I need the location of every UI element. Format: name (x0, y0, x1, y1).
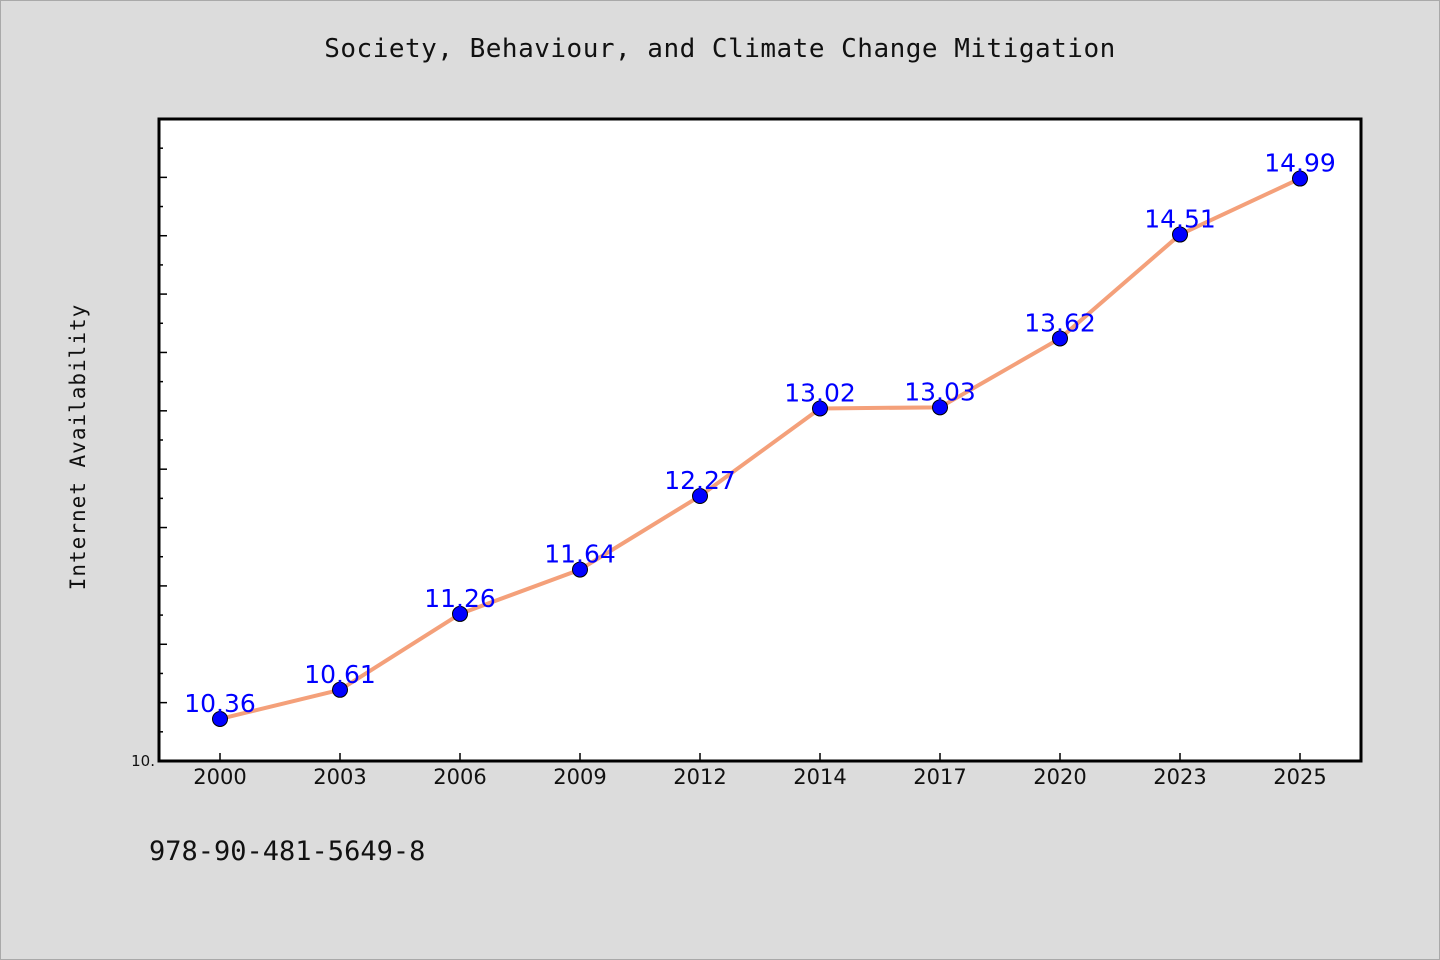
data-label: 13.62 (1024, 308, 1096, 337)
data-label: 13.03 (904, 377, 976, 406)
data-labels: 10.36 10.61 11.26 11.64 12.27 13.02 13.03 13.62… (184, 149, 1336, 718)
x-tick-label: 2023 (1153, 765, 1206, 789)
data-point (212, 710, 228, 727)
data-label: 13.02 (784, 378, 856, 407)
data-point (572, 561, 588, 578)
data-point (452, 605, 468, 622)
data-label: 12.27 (664, 466, 736, 495)
data-point (332, 681, 348, 698)
data-point (932, 399, 948, 416)
y-tick-label: 10. (131, 752, 155, 770)
x-tick-label: 2014 (793, 765, 846, 789)
x-ticks: 2000 2003 2006 2009 2012 2014 2017 2020 2023 2025 (193, 753, 1327, 789)
data-label: 14.99 (1264, 149, 1336, 178)
x-tick-label: 2025 (1273, 765, 1326, 789)
x-tick-label: 2020 (1033, 765, 1086, 789)
y-ticks: 10. (131, 118, 167, 770)
plot-area (157, 117, 1363, 763)
x-tick-label: 2017 (913, 765, 966, 789)
data-point (1292, 170, 1308, 187)
data-label: 14.51 (1144, 205, 1216, 234)
series-line (218, 176, 1302, 721)
data-point (692, 488, 708, 505)
x-tick-label: 2000 (193, 765, 246, 789)
data-label: 11.26 (424, 584, 496, 613)
data-point (812, 400, 828, 417)
chart-title: Society, Behaviour, and Climate Change M… (324, 34, 1116, 64)
x-tick-label: 2012 (673, 765, 726, 789)
data-point (1052, 330, 1068, 347)
data-label: 11.64 (544, 540, 616, 569)
data-point (1172, 226, 1188, 243)
x-tick-label: 2003 (313, 765, 366, 789)
x-tick-label: 2009 (553, 765, 606, 789)
data-label: 10.36 (184, 689, 256, 718)
series-group (212, 170, 1308, 727)
x-tick-label: 2006 (433, 765, 486, 789)
data-label: 10.61 (304, 660, 376, 689)
isbn-note: 978-90-481-5649-8 (149, 836, 426, 867)
